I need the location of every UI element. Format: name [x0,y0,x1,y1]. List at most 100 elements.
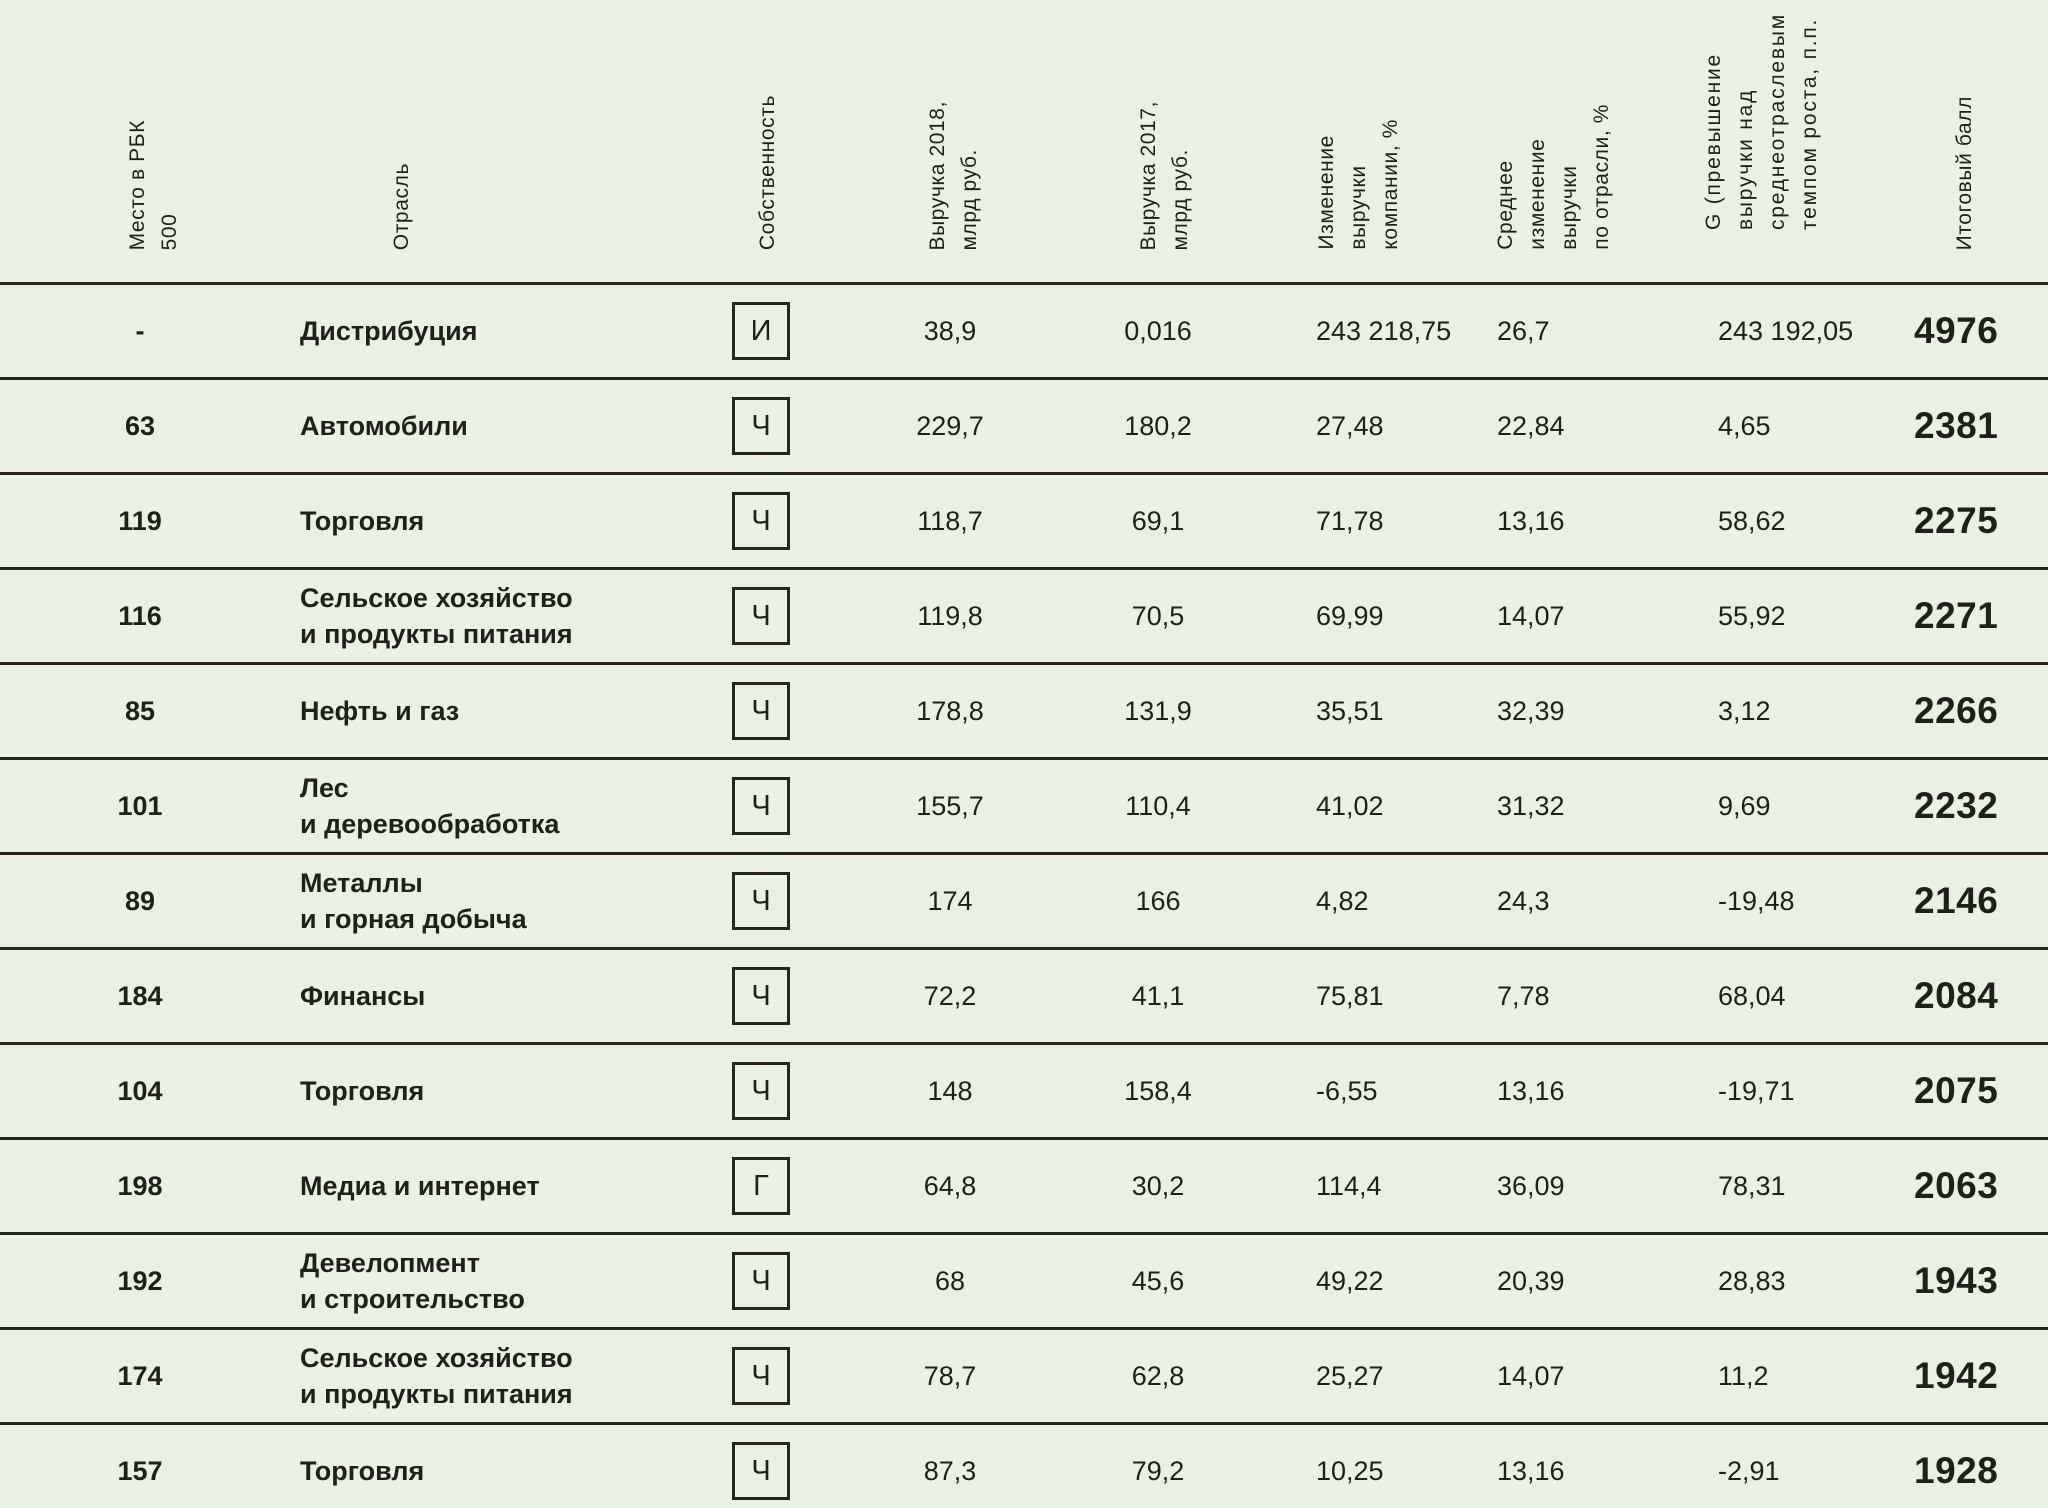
cell-revenue_2018: 178,8 [916,696,984,726]
cell-industry_avg_change_pct: 36,09 [1497,1171,1565,1201]
cell-g: 55,92 [1718,601,1786,631]
cell-score: 2063 [1914,1165,1999,1206]
cell-place: 174 [117,1361,163,1391]
cell-ownership: Ч [732,1330,802,1422]
cell-score: 2271 [1914,595,1999,636]
table-row: 63 Автомобили Ч 229,7 180,2 27,48 22,84 4,65 238… [0,377,2048,472]
ownership-badge: Ч [732,397,790,455]
cell-ownership: Ч [732,475,802,567]
cell-industry: Медиа и интернет [300,1171,540,1201]
cell-score: 2275 [1914,500,1999,541]
ownership-badge: Ч [732,967,790,1025]
cell-company_change_pct: 114,4 [1316,1171,1382,1201]
cell-ownership: Ч [732,760,802,852]
cell-ownership: Ч [732,1045,802,1137]
cell-company_change_pct: 75,81 [1316,981,1384,1011]
cell-industry_avg_change_pct: 24,3 [1497,886,1550,916]
cell-company_change_pct: 243 218,75 [1316,316,1452,346]
cell-revenue_2018: 118,7 [917,506,983,536]
cell-industry: Дистрибуция [300,316,478,346]
column-header-revenue_2017: Выручка 2017, млрд руб. [1137,100,1192,251]
cell-g: 243 192,05 [1718,316,1854,346]
cell-place: 85 [124,696,156,726]
cell-ownership: Ч [732,1425,802,1508]
cell-industry: Финансы [300,981,426,1011]
cell-company_change_pct: -6,55 [1316,1076,1378,1106]
ownership-badge: Ч [732,492,790,550]
cell-ownership: Ч [732,950,802,1042]
cell-industry: Сельское хозяйство и продукты питания [300,1343,573,1409]
cell-revenue_2018: 72,2 [923,981,977,1011]
cell-revenue_2018: 229,7 [916,411,984,441]
cell-g: 3,12 [1718,696,1771,726]
cell-industry_avg_change_pct: 32,39 [1497,696,1565,726]
ownership-badge: Ч [732,1252,790,1310]
cell-ownership: Г [732,1140,802,1232]
cell-company_change_pct: 10,25 [1316,1456,1384,1486]
cell-industry: Автомобили [300,411,468,441]
cell-company_change_pct: 71,78 [1316,506,1384,536]
cell-revenue_2017: 131,9 [1124,696,1192,726]
cell-score: 2075 [1914,1070,1999,1111]
column-header-company_change_pct: Изменение выручки компании, % [1315,119,1402,250]
cell-place: - [135,316,145,346]
cell-industry: Девелопмент и строительство [300,1248,525,1314]
cell-revenue_2017: 70,5 [1131,601,1185,631]
ownership-badge: Г [732,1157,790,1215]
cell-place: 157 [117,1456,163,1486]
cell-place: 198 [117,1171,163,1201]
cell-revenue_2018: 87,3 [923,1456,977,1486]
cell-revenue_2018: 119,8 [917,601,983,631]
cell-revenue_2018: 174 [927,886,973,916]
column-header-ownership: Собственность [756,94,779,250]
ownership-badge: Ч [732,1062,790,1120]
cell-revenue_2018: 68 [934,1266,966,1296]
cell-industry_avg_change_pct: 22,84 [1497,411,1565,441]
table-row: 157 Торговля Ч 87,3 79,2 10,25 13,16 -2,91 1928 [0,1422,2048,1508]
cell-place: 89 [124,886,156,916]
cell-revenue_2017: 45,6 [1131,1266,1185,1296]
cell-g: 78,31 [1718,1171,1786,1201]
cell-revenue_2018: 38,9 [923,316,977,346]
ownership-badge: И [732,302,790,360]
cell-place: 101 [117,791,163,821]
cell-company_change_pct: 25,27 [1316,1361,1384,1391]
cell-revenue_2017: 158,4 [1124,1076,1192,1106]
cell-place: 119 [118,506,162,536]
cell-score: 2146 [1914,880,1999,921]
cell-industry_avg_change_pct: 26,7 [1497,316,1550,346]
table-row: 116 Сельское хозяйство и продукты питания… [0,567,2048,662]
cell-revenue_2017: 0,016 [1124,316,1192,346]
cell-ownership: И [732,285,802,377]
table-body: - Дистрибуция И 38,9 0,016 243 218,75 26,7 243 … [0,282,2048,1508]
cell-revenue_2017: 62,8 [1131,1361,1185,1391]
cell-industry: Торговля [300,1076,425,1106]
cell-revenue_2017: 30,2 [1131,1171,1185,1201]
table-row: 174 Сельское хозяйство и продукты питания… [0,1327,2048,1422]
cell-score: 2232 [1914,785,1999,826]
cell-g: 9,69 [1718,791,1771,821]
cell-g: -19,71 [1718,1076,1795,1106]
cell-industry_avg_change_pct: 7,78 [1497,981,1550,1011]
cell-industry: Металлы и горная добыча [300,868,527,934]
cell-industry: Торговля [300,1456,425,1486]
table-row: 101 Лес и деревообработка Ч 155,7 110,4 41,02… [0,757,2048,852]
cell-g: 28,83 [1718,1266,1786,1296]
cell-g: -2,91 [1718,1456,1780,1486]
cell-company_change_pct: 69,99 [1316,601,1384,631]
cell-score: 2381 [1914,405,1999,446]
ownership-badge: Ч [732,1347,790,1405]
cell-revenue_2017: 79,2 [1131,1456,1185,1486]
cell-company_change_pct: 27,48 [1316,411,1384,441]
cell-ownership: Ч [732,380,802,472]
column-header-revenue_2018: Выручка 2018, млрд руб. [926,100,981,251]
cell-place: 104 [117,1076,163,1106]
cell-score: 4976 [1914,310,1999,351]
table-row: 184 Финансы Ч 72,2 41,1 75,81 7,78 68,04 2084 [0,947,2048,1042]
table-row: 85 Нефть и газ Ч 178,8 131,9 35,51 32,39 3,12 22… [0,662,2048,757]
table-row: 104 Торговля Ч 148 158,4 -6,55 13,16 -19,71 2075 [0,1042,2048,1137]
cell-company_change_pct: 35,51 [1316,696,1384,726]
table-row: 192 Девелопмент и строительство Ч 68 45,6 49,… [0,1232,2048,1327]
ownership-badge: Ч [732,682,790,740]
table-header: Место в РБК 500 Отрасль Собственность Выруч… [0,0,2048,282]
